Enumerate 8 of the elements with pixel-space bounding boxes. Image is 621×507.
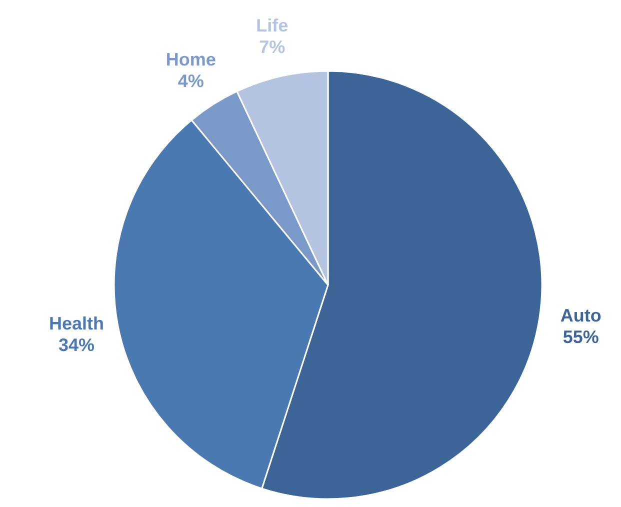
data-label: 7% [259,37,286,58]
slice-label: Life [256,16,288,36]
data-label: 4% [178,70,204,91]
slice-label: Health [49,313,104,334]
data-label: 34% [58,334,95,355]
data-label: 55% [562,327,599,348]
slice-label: Home [166,49,216,70]
slice-label: Auto [560,305,602,326]
